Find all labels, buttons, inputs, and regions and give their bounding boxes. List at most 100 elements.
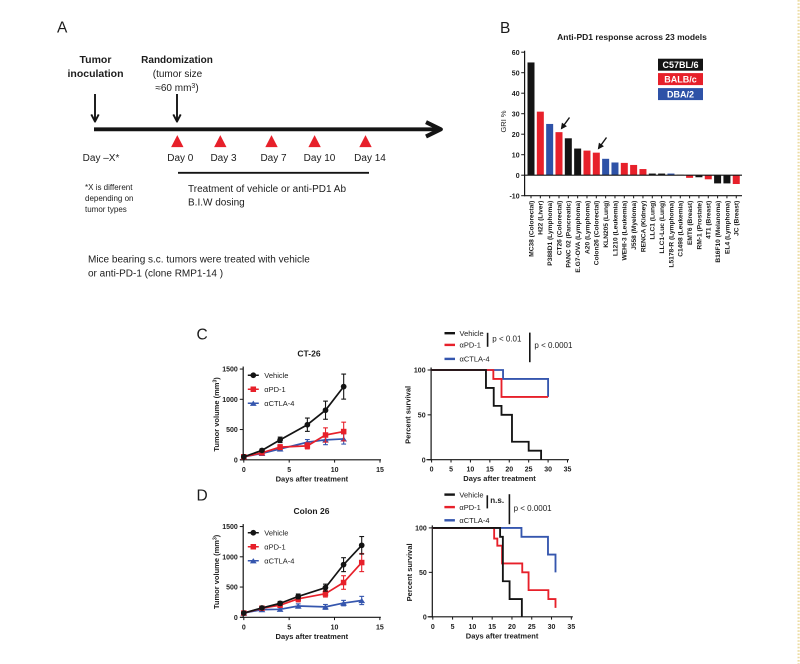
svg-text:5: 5 bbox=[287, 625, 291, 632]
svg-text:Percent survival: Percent survival bbox=[404, 386, 413, 444]
svg-text:0: 0 bbox=[423, 614, 427, 621]
svg-text:C1498 (Leukemia): C1498 (Leukemia) bbox=[678, 201, 685, 257]
svg-text:0: 0 bbox=[242, 467, 246, 474]
svg-text:depending on: depending on bbox=[85, 194, 134, 203]
svg-text:RENCA (Kidney): RENCA (Kidney) bbox=[640, 201, 647, 252]
svg-text:EMT6 (Breast): EMT6 (Breast) bbox=[687, 201, 694, 245]
svg-text:Days after treatment: Days after treatment bbox=[463, 474, 536, 483]
svg-text:30: 30 bbox=[548, 624, 556, 631]
svg-text:D: D bbox=[197, 488, 208, 505]
svg-text:30: 30 bbox=[544, 467, 552, 474]
svg-text:4T1 (Breast): 4T1 (Breast) bbox=[706, 201, 713, 239]
svg-text:LLC1-Luc (Lung): LLC1-Luc (Lung) bbox=[659, 201, 666, 254]
svg-text:αCTLA-4: αCTLA-4 bbox=[460, 355, 490, 364]
svg-text:500: 500 bbox=[226, 585, 238, 592]
svg-text:25: 25 bbox=[525, 467, 533, 474]
svg-text:35: 35 bbox=[564, 467, 572, 474]
svg-text:1000: 1000 bbox=[222, 554, 238, 561]
svg-text:Tumor volume (mm3): Tumor volume (mm3) bbox=[212, 534, 221, 609]
svg-text:Day –X*: Day –X* bbox=[83, 153, 120, 164]
svg-text:1500: 1500 bbox=[222, 367, 238, 374]
svg-text:αPD-1: αPD-1 bbox=[460, 341, 481, 350]
svg-text:1000: 1000 bbox=[222, 397, 238, 404]
svg-text:L1210 (Leukemia): L1210 (Leukemia) bbox=[612, 201, 619, 256]
svg-text:P388D1 (Lymphoma): P388D1 (Lymphoma) bbox=[547, 201, 554, 266]
svg-text:p < 0.0001: p < 0.0001 bbox=[514, 504, 553, 513]
svg-text:Day 0: Day 0 bbox=[167, 153, 194, 164]
svg-text:JC (Breast): JC (Breast) bbox=[734, 201, 741, 236]
svg-text:B16F10 (Melanoma): B16F10 (Melanoma) bbox=[715, 201, 722, 263]
svg-text:αPD-1: αPD-1 bbox=[264, 542, 285, 551]
svg-text:Day 7: Day 7 bbox=[260, 153, 287, 164]
svg-text:50: 50 bbox=[418, 412, 426, 419]
svg-text:10: 10 bbox=[468, 624, 476, 631]
svg-text:5: 5 bbox=[449, 467, 453, 474]
svg-text:*X is different: *X is different bbox=[85, 183, 133, 192]
svg-text:αPD-1: αPD-1 bbox=[459, 503, 480, 512]
svg-text:10: 10 bbox=[331, 467, 339, 474]
svg-text:C57BL/6: C57BL/6 bbox=[662, 60, 698, 70]
svg-text:inoculation: inoculation bbox=[68, 68, 124, 80]
svg-text:Mice bearing s.c. tumors were: Mice bearing s.c. tumors were treated wi… bbox=[88, 255, 310, 266]
svg-text:tumor types: tumor types bbox=[85, 205, 127, 214]
svg-text:(tumor size: (tumor size bbox=[153, 69, 203, 80]
svg-text:5: 5 bbox=[451, 624, 455, 631]
svg-text:C: C bbox=[197, 327, 208, 344]
svg-text:CT26 (Colorectal): CT26 (Colorectal) bbox=[556, 201, 563, 256]
svg-text:0: 0 bbox=[516, 173, 520, 180]
svg-text:500: 500 bbox=[226, 427, 238, 434]
svg-text:J558 (Myeloma): J558 (Myeloma) bbox=[631, 201, 638, 250]
svg-text:Anti-PD1 response across 23 mo: Anti-PD1 response across 23 models bbox=[557, 32, 707, 42]
svg-text:60: 60 bbox=[512, 50, 520, 57]
svg-text:Percent survival: Percent survival bbox=[405, 543, 414, 601]
svg-text:Tumor volume (mm3): Tumor volume (mm3) bbox=[212, 377, 221, 452]
svg-text:Tumor: Tumor bbox=[80, 54, 112, 66]
svg-text:-10: -10 bbox=[509, 193, 519, 200]
svg-text:15: 15 bbox=[486, 467, 494, 474]
svg-text:αCTLA-4: αCTLA-4 bbox=[264, 556, 294, 565]
svg-text:15: 15 bbox=[488, 624, 496, 631]
svg-text:E.G7-OVA (Lymphoma): E.G7-OVA (Lymphoma) bbox=[575, 201, 582, 273]
svg-text:αCTLA-4: αCTLA-4 bbox=[459, 516, 489, 525]
svg-text:15: 15 bbox=[376, 467, 384, 474]
svg-text:B.I.W dosing: B.I.W dosing bbox=[188, 198, 245, 209]
svg-text:BALB/c: BALB/c bbox=[664, 74, 697, 84]
svg-text:Vehicle: Vehicle bbox=[459, 490, 483, 499]
svg-text:p < 0.0001: p < 0.0001 bbox=[534, 341, 573, 350]
svg-text:15: 15 bbox=[376, 625, 384, 632]
svg-text:A20 (Lymphoma): A20 (Lymphoma) bbox=[584, 201, 591, 254]
svg-text:25: 25 bbox=[528, 624, 536, 631]
svg-text:Days after treatment: Days after treatment bbox=[276, 474, 349, 483]
svg-text:A: A bbox=[57, 20, 68, 37]
svg-text:PANC 02 (Pancreatic): PANC 02 (Pancreatic) bbox=[566, 201, 573, 268]
svg-text:Day 14: Day 14 bbox=[354, 153, 386, 164]
svg-text:H22 (Liver): H22 (Liver) bbox=[538, 201, 545, 235]
svg-text:EL4 (Lymphoma): EL4 (Lymphoma) bbox=[724, 201, 731, 254]
svg-text:0: 0 bbox=[431, 624, 435, 631]
svg-text:0: 0 bbox=[430, 467, 434, 474]
svg-text:20: 20 bbox=[512, 132, 520, 139]
svg-text:Randomization: Randomization bbox=[141, 55, 213, 66]
svg-text:or anti-PD-1 (clone RMP1-14 ): or anti-PD-1 (clone RMP1-14 ) bbox=[88, 269, 223, 280]
svg-text:20: 20 bbox=[508, 624, 516, 631]
svg-text:0: 0 bbox=[422, 457, 426, 464]
svg-text:MC38 (Colorectal): MC38 (Colorectal) bbox=[528, 201, 535, 257]
svg-text:Day 10: Day 10 bbox=[304, 153, 336, 164]
svg-text:50: 50 bbox=[419, 570, 427, 577]
svg-text:0: 0 bbox=[242, 625, 246, 632]
svg-text:Colon26 (Colorectal): Colon26 (Colorectal) bbox=[594, 201, 601, 265]
svg-text:LLC1 (Lung): LLC1 (Lung) bbox=[650, 201, 657, 240]
svg-text:10: 10 bbox=[512, 152, 520, 159]
svg-text:Vehicle: Vehicle bbox=[460, 329, 484, 338]
svg-text:p < 0.01: p < 0.01 bbox=[492, 335, 522, 344]
svg-text:35: 35 bbox=[567, 624, 575, 631]
svg-text:B: B bbox=[500, 20, 510, 37]
svg-text:100: 100 bbox=[414, 368, 426, 375]
svg-text:Colon 26: Colon 26 bbox=[294, 506, 330, 516]
svg-text:αPD-1: αPD-1 bbox=[264, 385, 285, 394]
svg-text:Days after treatment: Days after treatment bbox=[466, 631, 539, 640]
svg-text:n.s.: n.s. bbox=[490, 496, 504, 505]
svg-text:0: 0 bbox=[234, 457, 238, 464]
svg-text:αCTLA-4: αCTLA-4 bbox=[264, 399, 294, 408]
svg-text:20: 20 bbox=[505, 467, 513, 474]
